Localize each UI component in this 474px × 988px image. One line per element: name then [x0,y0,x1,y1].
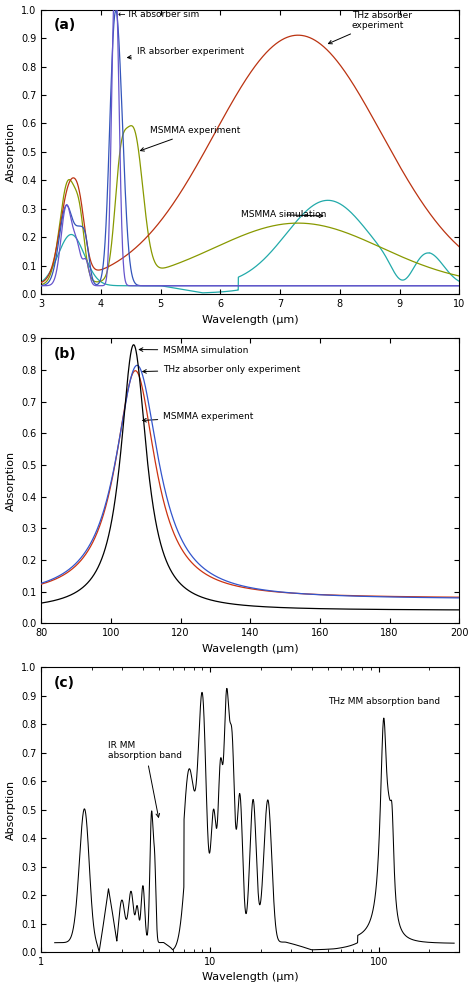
Text: THz absorber
experiment: THz absorber experiment [328,11,412,43]
Y-axis label: Absorption: Absorption [6,451,16,511]
Text: IR absorber experiment: IR absorber experiment [128,46,244,59]
Text: MSMMA experiment: MSMMA experiment [140,126,240,151]
Text: THz MM absorption band: THz MM absorption band [328,698,440,706]
Text: (c): (c) [54,676,75,690]
Text: MSMMA experiment: MSMMA experiment [143,412,254,422]
Text: ← IR absorber sim: ← IR absorber sim [118,10,199,19]
X-axis label: Wavelength (μm): Wavelength (μm) [202,643,299,654]
Y-axis label: Absorption: Absorption [6,780,16,840]
Y-axis label: Absorption: Absorption [6,122,16,182]
Text: (a): (a) [54,18,76,32]
Text: MSMMA simulation: MSMMA simulation [139,346,248,355]
X-axis label: Wavelength (μm): Wavelength (μm) [202,315,299,325]
Text: (b): (b) [54,347,76,361]
Text: IR MM
absorption band: IR MM absorption band [109,741,182,817]
X-axis label: Wavelength (μm): Wavelength (μm) [202,972,299,982]
Text: THz absorber only experiment: THz absorber only experiment [143,365,301,373]
Text: MSMMA simulation: MSMMA simulation [241,210,327,219]
